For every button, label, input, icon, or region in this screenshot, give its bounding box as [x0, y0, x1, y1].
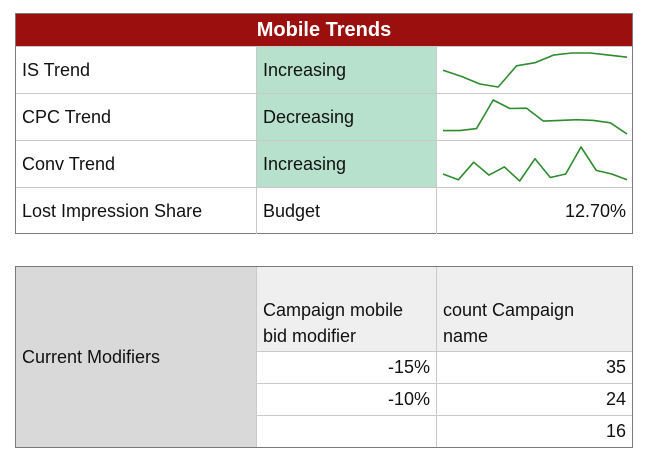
sparkline-svg — [443, 99, 628, 135]
bid-modifier-cell[interactable] — [256, 415, 436, 447]
mobile-trends-title: Mobile Trends — [16, 14, 632, 46]
campaign-count-cell[interactable]: 24 — [436, 383, 632, 415]
table-row-cpc-trend: CPC Trend Decreasing — [16, 93, 632, 140]
is-trend-sparkline[interactable] — [436, 47, 632, 93]
sparkline-series — [442, 146, 628, 182]
row-label[interactable]: CPC Trend — [22, 106, 112, 127]
conv-trend-sparkline[interactable] — [436, 141, 632, 187]
current-modifiers-table: Current Modifiers Campaign mobile bid mo… — [15, 266, 633, 448]
status-cell[interactable]: Increasing — [256, 47, 436, 93]
bid-modifier-cell[interactable]: -10% — [256, 383, 436, 415]
status-cell[interactable]: Decreasing — [256, 94, 436, 140]
sparkline-svg — [442, 146, 628, 182]
lost-impression-share-value[interactable]: 12.70% — [436, 188, 632, 234]
sparkline-series — [442, 52, 628, 88]
table-row-is-trend: IS Trend Increasing — [16, 46, 632, 93]
sparkline-series — [443, 99, 628, 135]
column-header-campaign-count[interactable]: count Campaign name — [436, 267, 632, 351]
status-cell[interactable]: Increasing — [256, 141, 436, 187]
campaign-count-cell[interactable]: 16 — [436, 415, 632, 447]
mobile-trends-table: Mobile Trends IS Trend Increasing CPC Tr… — [15, 13, 633, 234]
column-header-bid-modifier[interactable]: Campaign mobile bid modifier — [256, 267, 436, 351]
campaign-count-cell[interactable]: 35 — [436, 351, 632, 383]
row-label[interactable]: Conv Trend — [22, 153, 116, 174]
bid-modifier-cell[interactable]: -15% — [256, 351, 436, 383]
cpc-trend-sparkline[interactable] — [436, 94, 632, 140]
table-row-conv-trend: Conv Trend Increasing — [16, 140, 632, 187]
row-label[interactable]: Lost Impression Share — [22, 200, 203, 221]
current-modifiers-label[interactable]: Current Modifiers — [16, 267, 256, 447]
sparkline-svg — [442, 52, 628, 88]
table-row-lost-impression-share: Lost Impression Share Budget 12.70% — [16, 187, 632, 234]
status-cell[interactable]: Budget — [256, 188, 436, 234]
row-label[interactable]: IS Trend — [22, 59, 91, 80]
